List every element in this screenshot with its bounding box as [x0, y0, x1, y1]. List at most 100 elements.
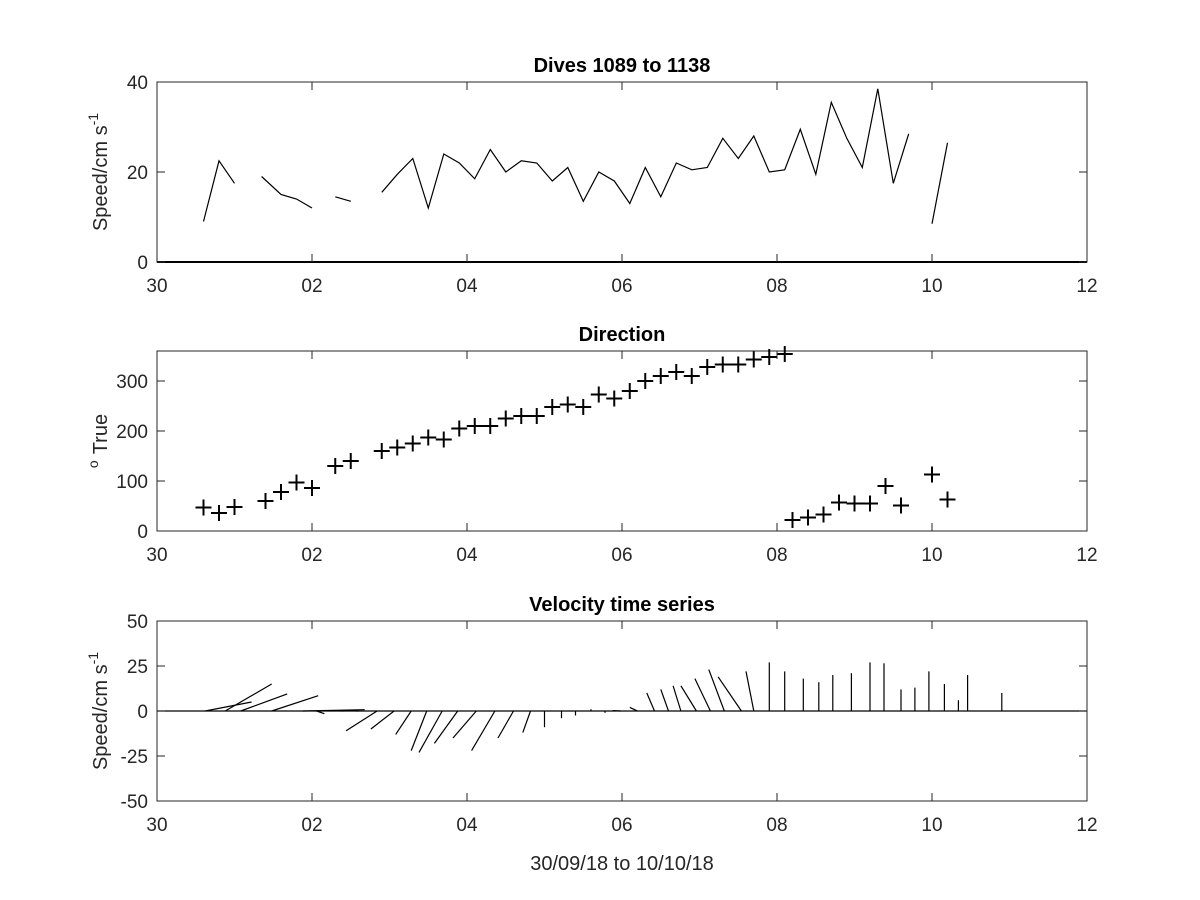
y-tick-label: 300	[116, 372, 148, 393]
direction-ylabel-text: True	[90, 414, 112, 454]
velocity-stick	[660, 689, 670, 712]
velocity-stick	[629, 706, 638, 712]
direction-point	[544, 399, 561, 415]
velocity-stick	[410, 710, 428, 751]
direction-point	[497, 410, 514, 427]
velocity-stick	[497, 710, 515, 739]
speed-series-line	[202, 159, 235, 222]
direction-point	[784, 512, 801, 528]
velocity-ylabel-superscript: -1	[85, 652, 101, 665]
velocity-stick	[433, 710, 459, 744]
direction-point	[389, 439, 406, 456]
direction-point	[559, 396, 576, 413]
direction-point	[730, 356, 747, 373]
direction-point	[528, 408, 545, 424]
y-tick-label: 25	[127, 657, 148, 678]
velocity-panel: 30 02 04 06 08 10 12 -50 -25 0 25 50 Velocity time …	[85, 594, 1098, 875]
velocity-stick	[224, 683, 273, 712]
velocity-stick	[708, 669, 725, 712]
direction-point	[621, 383, 638, 399]
speed-panel: 30 02 04 06 08 10 12 0 20 40 Dives 1089 to 1138 S…	[85, 55, 1098, 297]
x-tick-label: 02	[301, 545, 322, 566]
velocity-xlabel: 30/09/18 to 10/10/18	[530, 853, 714, 875]
velocity-stick	[370, 710, 395, 730]
x-tick-label: 08	[766, 276, 787, 297]
velocity-ticks: 30 02 04 06 08 10 12 -50 -25 0 25 50	[121, 612, 1098, 836]
direction-point	[435, 431, 452, 448]
x-tick-label: 06	[611, 276, 632, 297]
direction-point	[304, 480, 320, 496]
direction-point	[776, 346, 793, 362]
x-tick-label: 12	[1076, 545, 1097, 566]
velocity-stick	[522, 710, 532, 733]
direction-ylabel-superscript: o	[85, 460, 101, 468]
velocity-stick	[646, 692, 656, 712]
direction-point	[668, 364, 685, 380]
direction-point	[211, 505, 227, 521]
speed-ylabel-text: Speed/cm s	[90, 125, 112, 231]
direction-point	[924, 466, 940, 483]
direction-point	[373, 443, 390, 459]
y-tick-label: 200	[116, 422, 148, 443]
direction-point	[637, 373, 654, 389]
direction-marks	[195, 346, 956, 528]
direction-point	[404, 435, 421, 452]
velocity-stick	[240, 693, 288, 712]
velocity-stick	[395, 710, 412, 735]
direction-point	[893, 497, 909, 514]
direction-point	[451, 420, 468, 437]
direction-point	[683, 368, 700, 384]
x-tick-label: 30	[146, 545, 167, 566]
x-tick-label: 10	[921, 815, 942, 836]
x-tick-label: 30	[146, 815, 167, 836]
x-tick-label: 08	[766, 545, 787, 566]
svg-text:Speed/cm s-1: Speed/cm s-1	[85, 652, 112, 770]
x-tick-label: 04	[456, 276, 478, 297]
direction-point	[257, 493, 274, 509]
velocity-stick	[745, 671, 755, 712]
speed-series-line	[381, 88, 910, 211]
direction-point	[513, 408, 530, 424]
direction-panel: 30 02 04 06 08 10 12 0 100 200 300 Direction o True	[85, 324, 1098, 566]
direction-point	[590, 386, 607, 403]
x-tick-label: 06	[611, 545, 632, 566]
y-tick-label: 0	[137, 522, 148, 543]
direction-point	[195, 499, 212, 516]
x-tick-label: 04	[456, 815, 478, 836]
direction-point	[846, 495, 863, 512]
svg-text:oTrue: o True	[85, 414, 112, 468]
direction-point	[327, 458, 344, 474]
speed-ylabel-superscript: -1	[85, 113, 101, 126]
speed-ticks: 30 02 04 06 08 10 12 0 20 40	[127, 73, 1098, 297]
velocity-stick	[672, 685, 682, 712]
direction-point	[226, 499, 243, 515]
velocity-stick	[204, 701, 252, 712]
velocity-stick	[452, 710, 477, 739]
y-tick-label: 50	[127, 612, 148, 633]
velocity-stick	[302, 709, 365, 712]
direction-point	[342, 453, 359, 469]
speed-ylabel: Speed/cm s-1	[85, 113, 112, 231]
velocity-title: Velocity time series	[529, 594, 715, 616]
svg-text:Speed/cm s-1: Speed/cm s-1	[85, 113, 112, 231]
x-tick-label: 08	[766, 815, 787, 836]
direction-ylabel: o True	[85, 414, 112, 468]
direction-title: Direction	[579, 324, 666, 346]
velocity-stick	[316, 710, 325, 715]
x-tick-label: 02	[301, 276, 322, 297]
direction-point	[699, 359, 716, 375]
speed-series-line	[335, 196, 351, 202]
direction-point	[761, 349, 778, 365]
x-tick-label: 10	[921, 276, 942, 297]
y-tick-label: 0	[137, 702, 148, 723]
x-tick-label: 12	[1076, 276, 1097, 297]
velocity-stick	[271, 695, 319, 712]
direction-point	[652, 368, 669, 384]
direction-point	[831, 494, 847, 511]
velocity-ylabel: Speed/cm s-1	[85, 652, 112, 770]
velocity-stick	[418, 710, 443, 753]
direction-point	[939, 491, 956, 508]
direction-point	[575, 399, 592, 415]
direction-point	[877, 478, 894, 494]
direction-point	[420, 429, 437, 446]
